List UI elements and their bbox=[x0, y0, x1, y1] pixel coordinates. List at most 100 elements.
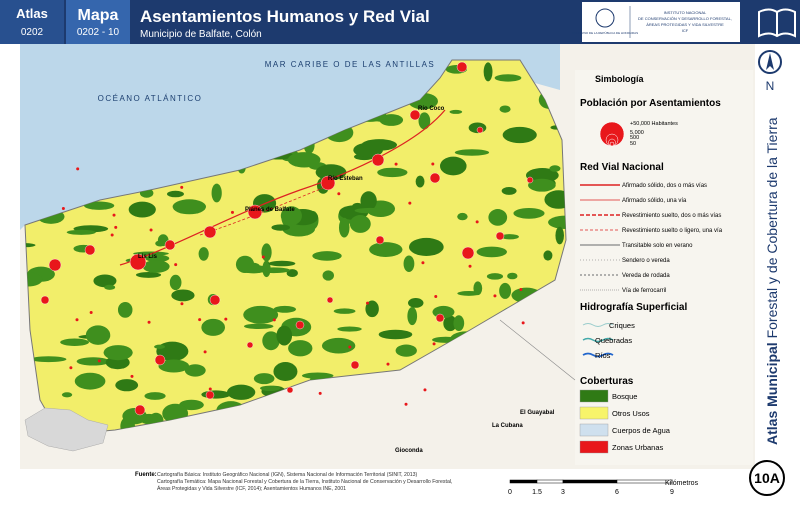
forest-patch bbox=[66, 229, 96, 235]
settlement bbox=[326, 296, 334, 304]
forest-patch bbox=[369, 242, 403, 257]
settlement bbox=[129, 253, 147, 271]
subtitle: Municipio de Balfate, Colón bbox=[140, 29, 262, 40]
settlement bbox=[421, 261, 425, 265]
forest-patch bbox=[354, 207, 387, 214]
atlas-label: Atlas bbox=[16, 6, 48, 21]
legend-label: 5,000 bbox=[630, 130, 644, 136]
forest-patch bbox=[501, 186, 517, 195]
forest-patch bbox=[408, 237, 444, 256]
forest-patch bbox=[500, 234, 519, 240]
forest-patch bbox=[457, 212, 468, 221]
legend-label: 500 bbox=[630, 135, 639, 141]
forest-patch bbox=[25, 272, 43, 287]
settlement bbox=[180, 302, 184, 306]
settlement bbox=[61, 206, 65, 210]
settlement bbox=[519, 288, 523, 292]
forest-patch bbox=[502, 126, 537, 144]
forest-patch bbox=[268, 260, 296, 267]
settlement bbox=[198, 318, 202, 322]
settlement bbox=[493, 294, 497, 298]
legend-heading: Red Vial Nacional bbox=[580, 162, 664, 173]
forest-patch bbox=[449, 109, 463, 114]
title: Asentamientos Humanos y Red Vial bbox=[140, 7, 430, 26]
forest-patch bbox=[288, 340, 313, 357]
forest-patch bbox=[172, 199, 206, 215]
sheet-number: 10A bbox=[754, 470, 780, 486]
settlement bbox=[112, 213, 116, 217]
forest-patch bbox=[74, 372, 106, 390]
legend-label: Revestimiento suelto, dos o más vías bbox=[622, 213, 721, 219]
forest-patch bbox=[499, 105, 511, 113]
settlement bbox=[429, 172, 441, 184]
scale-unit: Kilómetros bbox=[665, 480, 699, 487]
forest-patch bbox=[395, 344, 417, 357]
forest-patch bbox=[166, 190, 184, 198]
forest-patch bbox=[260, 385, 281, 391]
legend-label: Ríos bbox=[595, 351, 611, 360]
forest-patch bbox=[454, 149, 490, 156]
settlement bbox=[434, 294, 438, 298]
map-label: Mapa bbox=[78, 7, 119, 24]
forest-patch bbox=[349, 215, 371, 233]
settlement bbox=[286, 386, 294, 394]
scale-segment bbox=[509, 479, 538, 484]
book-icon bbox=[758, 8, 796, 38]
forest-patch bbox=[513, 207, 545, 219]
forest-patch bbox=[60, 338, 90, 346]
settlement bbox=[495, 231, 505, 241]
forest-patch bbox=[483, 62, 493, 82]
legend-label: Vía de ferrocarril bbox=[622, 288, 666, 294]
legend-label: Vereda de rodada bbox=[622, 273, 670, 279]
logo-text: ÁREAS PROTEGIDAS Y VIDA SILVESTRE bbox=[646, 22, 724, 27]
leader-line bbox=[499, 319, 576, 381]
settlement bbox=[48, 258, 62, 272]
forest-patch bbox=[154, 344, 166, 349]
forest-patch bbox=[93, 274, 117, 288]
settlement bbox=[209, 294, 221, 306]
forest-patch bbox=[76, 357, 110, 366]
map-code: 0202 - 10 bbox=[77, 27, 120, 38]
forest-patch bbox=[287, 152, 321, 168]
settlement bbox=[230, 210, 234, 214]
north-label: N bbox=[766, 79, 775, 93]
forest-patch bbox=[145, 254, 170, 263]
side-title-bold: Atlas Municipal bbox=[764, 342, 780, 445]
sea-label: OCÉANO ATLÁNTICO bbox=[98, 94, 203, 103]
forest-patch bbox=[415, 175, 425, 188]
settlement bbox=[203, 225, 217, 239]
side-title: Atlas Municipal Forestal y de Cobertura … bbox=[764, 117, 780, 445]
scale-tick: 6 bbox=[615, 489, 619, 496]
sea bbox=[20, 44, 560, 230]
logo-text: DE CONSERVACIÓN Y DESARROLLO FORESTAL, bbox=[638, 16, 732, 21]
legend-label: Afirmado sólido, una vía bbox=[622, 198, 687, 204]
forest-patch bbox=[453, 315, 465, 332]
settlement bbox=[320, 175, 336, 191]
forest-patch bbox=[128, 201, 156, 218]
settlement bbox=[134, 404, 146, 416]
settlement bbox=[423, 388, 427, 392]
settlement bbox=[375, 235, 385, 245]
legend-heading: Población por Asentamientos bbox=[580, 98, 721, 109]
settlement bbox=[130, 374, 134, 378]
logo-text: GOBIERNO DE LA REPÚBLICA DE HONDURAS bbox=[572, 30, 638, 35]
forest-patch bbox=[135, 271, 162, 278]
settlement bbox=[366, 301, 370, 305]
forest-patch bbox=[365, 300, 379, 318]
scale-tick: 9 bbox=[670, 489, 674, 496]
group bbox=[24, 59, 567, 436]
settlement bbox=[154, 354, 166, 366]
logo-text: ICF bbox=[682, 28, 689, 33]
legend-label: Quebradas bbox=[595, 336, 632, 345]
forest-patch bbox=[262, 260, 271, 278]
forest-patch bbox=[418, 112, 431, 130]
forest-patch bbox=[261, 243, 272, 262]
settlement bbox=[247, 204, 263, 220]
forest-patch bbox=[226, 384, 256, 400]
place-label: Gioconda bbox=[395, 448, 423, 454]
settlement bbox=[348, 345, 352, 349]
forest-patch bbox=[486, 273, 504, 280]
place-label: Lis Lis bbox=[138, 254, 158, 260]
settlement bbox=[350, 360, 360, 370]
forest-patch bbox=[528, 178, 556, 192]
